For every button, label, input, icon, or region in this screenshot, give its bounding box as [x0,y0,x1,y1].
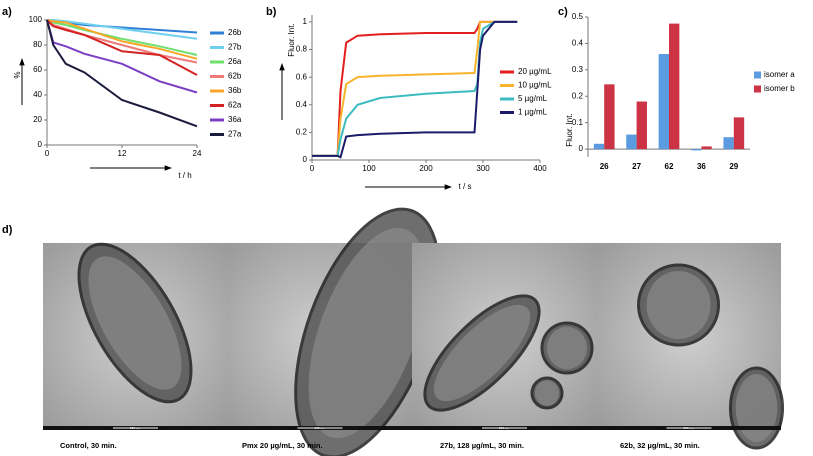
arrow-head [19,58,25,66]
bar [723,137,734,150]
caption: 27b, 128 µg/mL, 30 min. [440,441,524,450]
x-tick-label: 27 [632,162,641,171]
cell-interior [735,374,778,442]
y-tick-label: 0.8 [296,45,308,54]
y-tick-label: 80 [33,40,42,49]
legend-label: 20 µg/mL [518,67,552,76]
x-tick-label: 24 [193,149,202,158]
legend-label: 27a [228,130,242,139]
scale-bar-label: 100 nm [314,426,325,430]
bar [593,143,605,150]
legend-swatch [754,85,761,93]
x-tick-label: 400 [533,164,547,173]
series-line [46,19,198,76]
legend-label: 26a [228,57,242,66]
series-line [312,20,518,157]
bar [626,134,637,150]
x-axis-label: t / h [178,171,191,180]
legend-label: 27b [228,43,242,52]
cell-interior [88,256,182,390]
arrow-head [164,165,172,171]
y-tick-label: 0.3 [572,65,584,74]
legend-label: 26b [228,28,242,37]
x-tick-label: 29 [729,162,738,171]
legend-label: 1 µg/mL [518,108,548,117]
y-tick-label: 0.1 [572,118,584,127]
x-tick-label: 0 [310,164,315,173]
caption: Control, 30 min. [60,441,117,450]
x-tick-label: 12 [118,149,127,158]
y-tick-label: 0 [38,140,43,149]
bar [701,146,712,150]
legend-label: 62b [228,72,242,81]
scale-bar-label: 200 nm [683,426,694,430]
y-tick-label: 20 [33,115,42,124]
y-axis-label: % [13,71,22,78]
y-tick-label: 1 [303,17,308,26]
micrograph: 200 nm Control, 30 min. [43,242,228,450]
y-tick-label: 0 [579,144,584,153]
series-line [47,19,198,40]
x-tick-label: 36 [697,162,706,171]
y-tick-label: 60 [33,65,42,74]
bar [691,149,702,151]
legend-label: 10 µg/mL [518,81,552,90]
x-tick-label: 300 [476,164,490,173]
panel-label: b) [266,6,277,18]
x-tick-label: 100 [362,164,376,173]
cell-interior [433,304,531,402]
bar [636,101,647,150]
cell-interior [535,380,559,406]
series-line [312,20,518,157]
y-tick-label: 0 [303,155,308,164]
micrograph: 200 nm 62b, 32 µg/mL, 30 min. [596,243,784,450]
caption: 62b, 32 µg/mL, 30 min. [620,441,700,450]
y-axis-label: Fluor. Int. [287,23,296,56]
y-tick-label: 40 [33,90,42,99]
panel-label: d) [2,224,13,236]
panel-label: c) [558,6,568,18]
cell-interior [547,326,587,370]
x-axis-label: t / s [459,182,472,191]
panel-label: a) [2,6,12,18]
cell-interior [646,271,711,339]
series-line [46,19,198,128]
series-line [312,20,518,157]
bar [658,53,669,150]
scale-bar-label: 200 nm [130,426,141,430]
y-tick-label: 0.4 [572,39,584,48]
bar [669,23,680,150]
legend-label: 36b [228,86,242,95]
y-tick-label: 0.4 [296,100,308,109]
caption: Pmx 20 µg/mL, 30 min. [242,441,323,450]
legend-swatch [754,71,761,79]
bar [604,84,615,150]
legend-label: 5 µg/mL [518,94,548,103]
y-tick-label: 0.2 [296,127,308,136]
y-tick-label: 0.5 [572,12,584,21]
cell-interior [308,227,427,439]
y-tick-label: 0.2 [572,91,584,100]
legend-label: isomer b [764,84,795,93]
x-tick-label: 200 [419,164,433,173]
legend-label: 36a [228,115,242,124]
series-line [46,19,198,60]
scale-bar-label: 500 nm [499,426,510,430]
series-line [46,19,198,56]
bar [733,117,745,150]
y-tick-label: 100 [29,15,43,24]
x-tick-label: 62 [665,162,674,171]
micrograph: 500 nm 27b, 128 µg/mL, 30 min. [412,243,597,450]
y-tick-label: 0.6 [296,72,308,81]
y-axis-label: Fluor. Int. [565,113,574,146]
x-tick-label: 26 [600,162,609,171]
arrow-head [279,63,285,71]
legend-label: 62a [228,101,242,110]
arrow-head [444,184,452,190]
micrograph: 100 nm Pmx 20 µg/mL, 30 min. [227,207,441,456]
series-line [312,20,518,159]
legend-label: isomer a [764,70,795,79]
x-tick-label: 0 [45,149,50,158]
